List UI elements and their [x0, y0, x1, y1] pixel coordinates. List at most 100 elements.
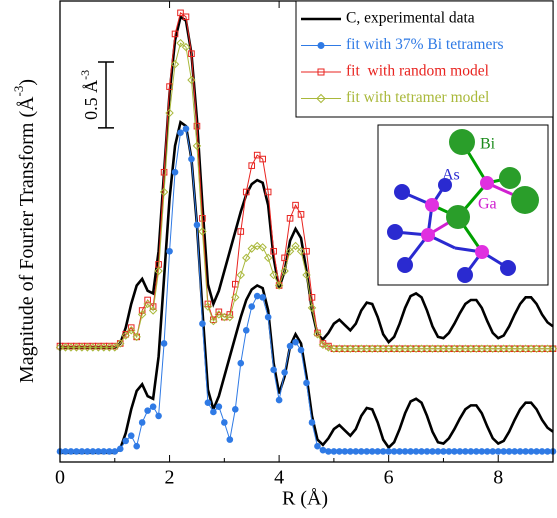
- marker: [347, 448, 354, 455]
- marker: [269, 270, 278, 280]
- marker: [281, 254, 288, 262]
- marker: [472, 344, 481, 353]
- marker: [154, 266, 163, 276]
- marker: [335, 344, 344, 353]
- marker: [231, 293, 240, 302]
- inset-label: As: [442, 167, 460, 184]
- atom-bi: [499, 167, 521, 189]
- marker: [121, 331, 130, 340]
- marker: [67, 448, 75, 455]
- marker: [401, 448, 409, 455]
- marker: [220, 312, 229, 322]
- marker: [379, 448, 387, 455]
- marker: [110, 343, 119, 352]
- scale-bar-label-main: 0.5 Å: [81, 80, 101, 120]
- marker: [336, 448, 343, 455]
- marker: [329, 344, 339, 353]
- marker: [341, 448, 349, 455]
- marker: [259, 155, 266, 163]
- x-tick-label: 4: [274, 467, 284, 489]
- marker: [429, 448, 436, 455]
- marker: [165, 108, 174, 118]
- marker: [171, 168, 179, 176]
- marker: [395, 344, 404, 353]
- marker: [440, 448, 447, 455]
- marker: [62, 448, 69, 455]
- marker: [423, 448, 431, 455]
- marker: [439, 344, 448, 353]
- marker: [296, 247, 306, 256]
- marker: [515, 344, 525, 353]
- series-line: [60, 42, 553, 350]
- marker: [274, 281, 284, 290]
- marker: [308, 419, 316, 426]
- marker: [61, 343, 70, 352]
- marker: [444, 344, 454, 353]
- marker: [368, 344, 377, 353]
- marker: [270, 247, 277, 255]
- marker: [100, 448, 108, 455]
- marker: [488, 344, 497, 353]
- atom-bi: [449, 129, 475, 155]
- marker: [400, 344, 410, 353]
- marker: [351, 344, 361, 353]
- marker: [188, 155, 195, 163]
- marker: [248, 162, 256, 169]
- marker: [433, 344, 443, 353]
- marker: [483, 344, 492, 353]
- marker: [412, 448, 420, 455]
- marker: [494, 448, 502, 455]
- marker: [422, 344, 432, 353]
- atom-as: [438, 178, 452, 192]
- atom-as: [457, 267, 473, 283]
- marker: [94, 343, 103, 352]
- x-tick-label: 6: [384, 467, 394, 489]
- marker: [532, 344, 541, 353]
- marker: [451, 448, 458, 455]
- y-axis-label-end: ): [16, 79, 38, 86]
- atom-as: [387, 224, 403, 240]
- marker: [308, 294, 316, 301]
- marker: [473, 448, 480, 455]
- legend-marker: [316, 93, 326, 104]
- marker: [307, 303, 317, 313]
- marker: [302, 270, 311, 280]
- atom-ga: [425, 198, 439, 212]
- marker: [149, 403, 157, 410]
- marker: [406, 344, 415, 353]
- marker: [122, 437, 130, 445]
- marker: [258, 243, 267, 252]
- marker: [297, 346, 305, 354]
- atom-as: [394, 184, 410, 200]
- marker: [292, 201, 299, 209]
- atom-ga: [421, 228, 435, 242]
- marker: [319, 446, 327, 454]
- x-tick-label: 2: [165, 467, 175, 489]
- marker: [116, 445, 124, 453]
- inset-label: Bi: [480, 136, 496, 153]
- marker: [160, 168, 168, 176]
- marker: [455, 344, 465, 353]
- marker: [215, 403, 223, 410]
- marker: [396, 448, 403, 455]
- marker: [237, 359, 245, 367]
- marker: [144, 296, 151, 304]
- y-axis-label-sup: -3: [11, 86, 26, 97]
- marker: [510, 344, 519, 353]
- marker: [368, 448, 376, 455]
- marker: [314, 442, 321, 450]
- marker: [466, 344, 476, 353]
- y-axis-label: Magnitude of Fourier Transform (Å-3): [11, 79, 38, 383]
- marker: [489, 448, 497, 455]
- marker: [522, 448, 529, 455]
- marker: [526, 344, 536, 353]
- marker: [88, 343, 98, 352]
- marker: [303, 379, 310, 387]
- marker: [270, 366, 277, 374]
- marker: [264, 188, 272, 196]
- marker: [209, 316, 218, 326]
- marker: [505, 448, 513, 455]
- marker: [445, 448, 453, 455]
- marker: [99, 343, 109, 352]
